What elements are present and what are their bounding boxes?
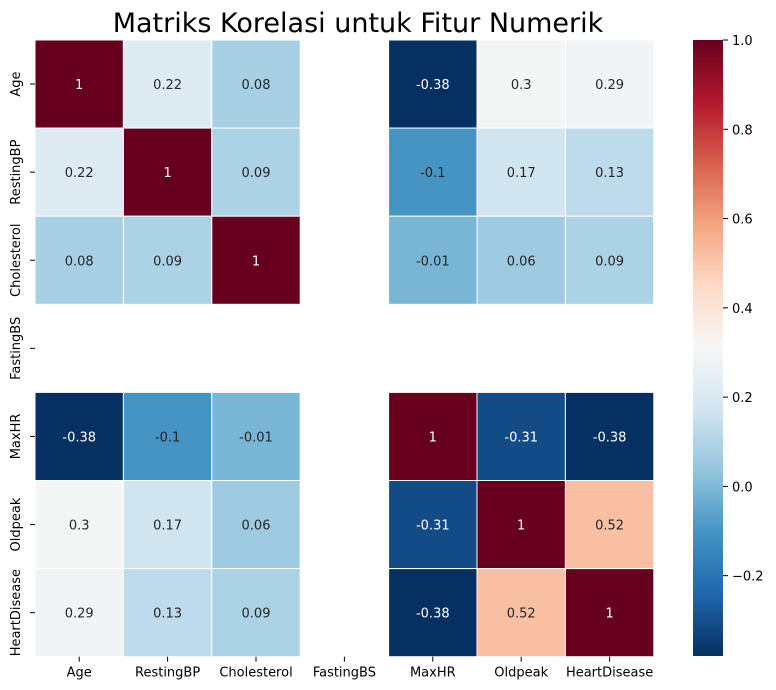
x-tick-label: HeartDisease bbox=[566, 666, 653, 681]
heatmap-cell bbox=[211, 39, 301, 129]
cell-value-label: 0.22 bbox=[153, 78, 182, 93]
colorbar-gradient bbox=[693, 40, 723, 656]
cell-value-label: 0.13 bbox=[595, 166, 624, 181]
cell-value-label: 0.17 bbox=[507, 166, 536, 181]
heatmap-cell bbox=[122, 215, 213, 305]
y-axis: Age RestingBP Cholesterol FastingBS MaxHR Old… bbox=[9, 71, 35, 656]
colorbar-tick-label: 0.8 bbox=[732, 123, 753, 138]
colorbar-tick-label: 0.0 bbox=[732, 480, 753, 495]
cell-value-label: 1 bbox=[252, 254, 260, 269]
cell-value-label: 0.17 bbox=[153, 519, 182, 534]
y-tick-label: Age bbox=[9, 71, 24, 96]
cell-value-label: -0.38 bbox=[62, 430, 96, 445]
cell-value-label: 1 bbox=[517, 519, 525, 534]
x-axis: Age RestingBP Cholesterol FastingBS MaxHR Old… bbox=[67, 656, 653, 681]
y-tick-label: MaxHR bbox=[9, 414, 24, 460]
colorbar-tick-label: 0.2 bbox=[732, 391, 753, 406]
cell-value-label: -0.31 bbox=[504, 430, 538, 445]
heatmap-cell bbox=[122, 39, 213, 129]
cell-value-label: 0.06 bbox=[242, 519, 271, 534]
x-tick-label: FastingBS bbox=[313, 666, 376, 681]
heatmap-cell bbox=[211, 215, 301, 305]
heatmap-cell bbox=[211, 391, 301, 481]
cell-value-label: -0.38 bbox=[416, 78, 450, 93]
cell-value-label: 1 bbox=[75, 78, 83, 93]
heatmap-cell bbox=[388, 39, 478, 129]
y-tick-label: HeartDisease bbox=[9, 569, 24, 656]
cell-value-label: 0.08 bbox=[65, 254, 94, 269]
chart-title: Matriks Korelasi untuk Fitur Numerik bbox=[113, 8, 604, 39]
heatmap-cell bbox=[34, 391, 124, 481]
cell-value-label: 0.08 bbox=[242, 78, 271, 93]
cell-value-label: 1 bbox=[605, 607, 613, 622]
heatmap-cell bbox=[476, 391, 566, 481]
heatmap-cell bbox=[122, 127, 213, 217]
cell-value-label: 0.3 bbox=[69, 519, 90, 534]
heatmap-cell bbox=[564, 391, 655, 481]
colorbar: −0.2 0.0 0.2 0.4 0.6 0.8 1.0 bbox=[693, 34, 764, 656]
x-tick-label: Oldpeak bbox=[494, 666, 548, 681]
y-tick-label: Oldpeak bbox=[9, 497, 24, 551]
heatmap-cell bbox=[564, 568, 655, 658]
heatmap-cell bbox=[388, 568, 478, 658]
heatmap-cell bbox=[564, 39, 655, 129]
cell-value-label: 0.09 bbox=[153, 254, 182, 269]
heatmap-cell bbox=[34, 39, 124, 129]
x-tick-label: MaxHR bbox=[410, 666, 456, 681]
cell-value-label: -0.01 bbox=[416, 254, 450, 269]
heatmap-cell bbox=[211, 568, 301, 658]
heatmap-cell bbox=[564, 480, 655, 570]
y-tick-label: RestingBP bbox=[9, 139, 24, 204]
cell-value-label: 0.06 bbox=[507, 254, 536, 269]
heatmap-cell bbox=[476, 568, 566, 658]
heatmap-cell bbox=[388, 391, 478, 481]
heatmap-cell bbox=[476, 215, 566, 305]
cell-value-label: 1 bbox=[429, 430, 437, 445]
heatmap-cell-labels: 1 0.22 0.08 -0.38 0.3 0.29 0.22 1 0.09 -0.1 0.17 0.… bbox=[62, 78, 626, 622]
x-tick-label: Age bbox=[67, 666, 92, 681]
heatmap-cell bbox=[388, 215, 478, 305]
heatmap-cell bbox=[34, 568, 124, 658]
cell-value-label: 0.13 bbox=[153, 607, 182, 622]
heatmap-cell bbox=[564, 215, 655, 305]
x-tick-label: RestingBP bbox=[135, 666, 200, 681]
colorbar-tick-label: 0.4 bbox=[732, 302, 753, 317]
x-tick-label: Cholesterol bbox=[219, 666, 292, 681]
colorbar-tick-label: −0.2 bbox=[732, 570, 764, 585]
heatmap-cells bbox=[34, 39, 655, 658]
cell-value-label: 0.3 bbox=[511, 78, 532, 93]
cell-value-label: -0.38 bbox=[593, 430, 627, 445]
cell-value-label: 0.52 bbox=[507, 607, 536, 622]
cell-value-label: 0.09 bbox=[242, 607, 271, 622]
heatmap-cell bbox=[564, 127, 655, 217]
cell-value-label: -0.38 bbox=[416, 607, 450, 622]
cell-value-label: 0.09 bbox=[242, 166, 271, 181]
cell-value-label: -0.1 bbox=[155, 430, 180, 445]
cell-value-label: -0.31 bbox=[416, 519, 450, 534]
y-tick-label: FastingBS bbox=[9, 317, 24, 380]
y-tick-label: Cholesterol bbox=[9, 224, 24, 297]
cell-value-label: 0.29 bbox=[595, 78, 624, 93]
cell-value-label: -0.01 bbox=[239, 430, 273, 445]
heatmap-cell bbox=[476, 39, 566, 129]
cell-value-label: 0.22 bbox=[65, 166, 94, 181]
heatmap-cell bbox=[388, 480, 478, 570]
heatmap-cell bbox=[122, 391, 213, 481]
heatmap-cell bbox=[388, 127, 478, 217]
cell-value-label: 1 bbox=[163, 166, 171, 181]
heatmap-cell bbox=[34, 480, 124, 570]
heatmap-cell bbox=[476, 480, 566, 570]
colorbar-tick-label: 1.0 bbox=[732, 34, 753, 49]
cell-value-label: 0.09 bbox=[595, 254, 624, 269]
cell-value-label: -0.1 bbox=[420, 166, 445, 181]
heatmap-cell bbox=[211, 480, 301, 570]
colorbar-tick-label: 0.6 bbox=[732, 213, 753, 228]
cell-value-label: 0.52 bbox=[595, 519, 624, 534]
cell-value-label: 0.29 bbox=[65, 607, 94, 622]
heatmap-cell bbox=[34, 215, 124, 305]
